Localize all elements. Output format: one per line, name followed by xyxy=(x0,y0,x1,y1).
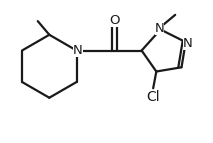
Text: Cl: Cl xyxy=(146,90,160,104)
Text: O: O xyxy=(109,14,119,27)
Text: N: N xyxy=(183,37,193,50)
Text: N: N xyxy=(73,44,82,57)
Text: N: N xyxy=(155,22,164,35)
